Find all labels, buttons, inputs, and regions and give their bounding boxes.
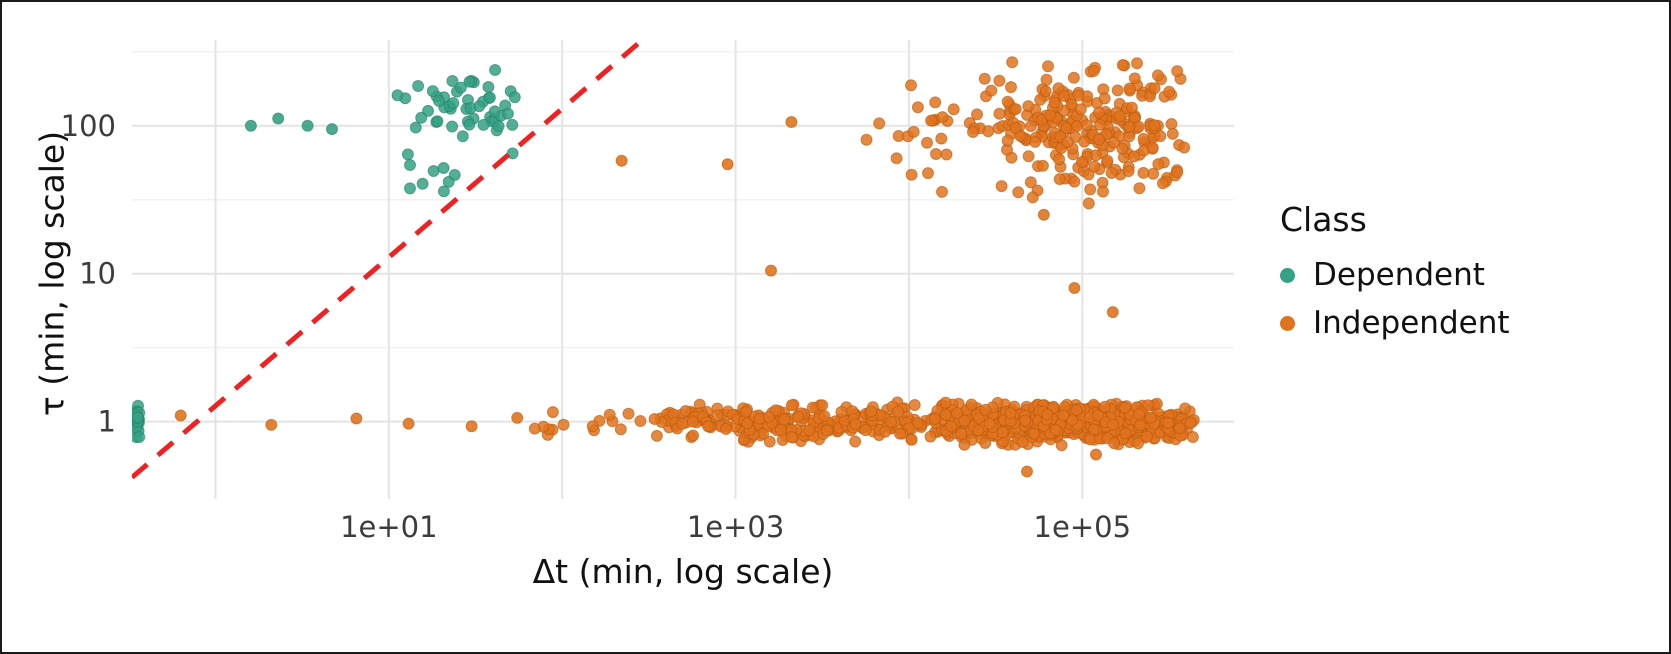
dependent-dot-icon (1280, 267, 1295, 283)
x-axis-title: Δt (min, log scale) (532, 552, 834, 591)
legend: Class Dependent Independent (1280, 200, 1510, 353)
legend-title: Class (1280, 200, 1367, 239)
y-axis-title: τ (min, log scale) (32, 130, 72, 417)
legend-label-independent: Independent (1313, 305, 1510, 341)
y-tick-label: 1 (98, 405, 116, 439)
legend-item-dependent: Dependent (1280, 257, 1510, 293)
x-tick-label: 1e+05 (1034, 510, 1132, 544)
x-tick-label: 1e+03 (687, 510, 785, 544)
legend-item-independent: Independent (1280, 305, 1510, 341)
independent-dot-icon (1280, 315, 1295, 331)
x-tick-label: 1e+01 (340, 510, 438, 544)
y-tick-label: 100 (61, 109, 116, 143)
y-tick-label: 10 (79, 257, 116, 291)
legend-label-dependent: Dependent (1313, 257, 1485, 293)
